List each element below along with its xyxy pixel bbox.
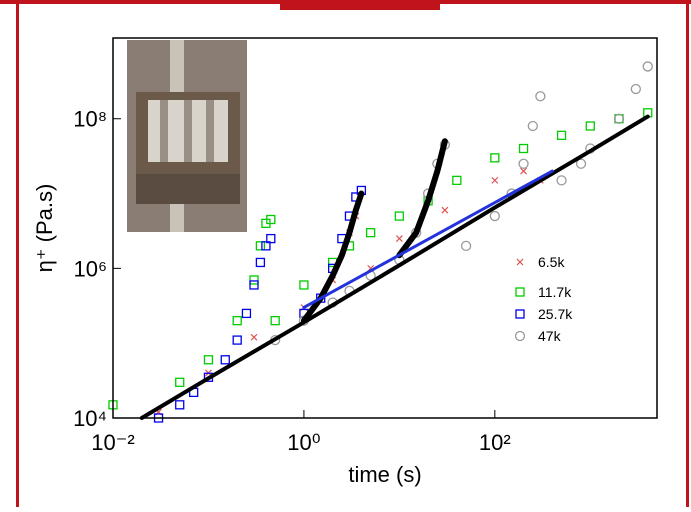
x-tick-label: 10² (479, 430, 511, 455)
marker (630, 83, 641, 95)
marker (520, 167, 527, 175)
marker (203, 355, 214, 365)
marker (232, 335, 242, 345)
marker (266, 214, 276, 225)
marker (249, 280, 259, 290)
marker (642, 61, 653, 72)
marker-stroke (516, 258, 524, 266)
marker (270, 316, 280, 326)
marker (175, 400, 185, 410)
marker (556, 175, 567, 186)
frame-left (16, 0, 19, 507)
frame-right (686, 0, 689, 507)
legend-marker (515, 287, 525, 297)
marker (299, 280, 309, 290)
marker (585, 121, 595, 131)
marker (232, 316, 242, 326)
marker (518, 158, 529, 169)
marker (441, 206, 449, 214)
marker (241, 308, 252, 319)
y-tick-label: 10⁶ (73, 256, 107, 281)
x-axis-label: time (s) (348, 462, 421, 487)
marker (266, 233, 276, 244)
marker (556, 130, 567, 140)
legend-label: 11.7k (538, 284, 572, 300)
marker (394, 211, 405, 221)
marker-stroke (491, 176, 499, 184)
marker (489, 210, 500, 222)
marker (452, 175, 462, 186)
legend-label: 6.5k (538, 254, 565, 270)
marker (249, 275, 259, 285)
legend-label: 47k (538, 328, 562, 344)
marker-stroke (441, 206, 449, 214)
marker (220, 355, 230, 365)
marker-stroke (250, 333, 258, 341)
plot-area (108, 61, 653, 423)
fit-line (302, 169, 554, 309)
plot-frame (112, 37, 658, 419)
y-axis-label: η⁺ (Pa.s) (32, 184, 57, 273)
marker (460, 240, 472, 251)
marker (175, 377, 185, 387)
marker (261, 241, 271, 251)
marker-stroke (395, 235, 403, 243)
y-tick-label: 10⁴ (73, 406, 107, 431)
marker (395, 235, 403, 243)
marker (527, 120, 538, 132)
marker (255, 241, 266, 251)
marker (613, 113, 625, 124)
marker-stroke (520, 167, 527, 175)
marker (250, 333, 258, 341)
fit-line (139, 114, 650, 420)
marker (255, 257, 266, 268)
marker (518, 143, 529, 154)
x-tick-label: 10⁰ (287, 430, 320, 455)
marker (535, 91, 546, 102)
legend-label: 25.7k (538, 306, 573, 322)
x-tick-label: 10⁻² (91, 430, 134, 455)
inset-photo (127, 40, 247, 232)
y-tick-label: 10⁸ (73, 107, 107, 132)
marker (365, 228, 376, 238)
marker (575, 158, 587, 169)
fit-line (396, 138, 448, 259)
legend-marker (515, 309, 525, 319)
legend-marker (514, 330, 526, 342)
marker (491, 176, 499, 184)
marker (490, 153, 500, 163)
legend-marker (516, 258, 524, 266)
frame-decoration (280, 0, 440, 10)
